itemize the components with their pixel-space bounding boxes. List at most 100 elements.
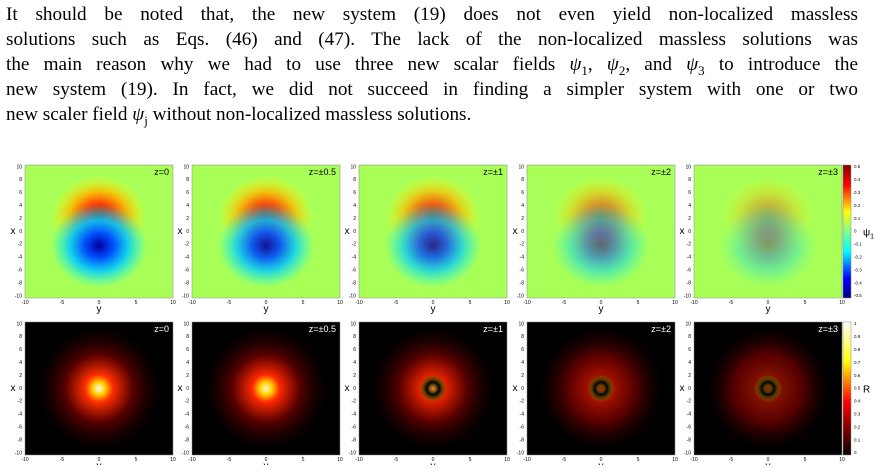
tick-label: 10 bbox=[337, 457, 343, 463]
colorbar-tick-label: 0 bbox=[854, 229, 857, 234]
heatmap-lobe bbox=[385, 203, 481, 288]
tick-label: -5 bbox=[60, 457, 65, 463]
tick-label: -10 bbox=[349, 450, 356, 456]
tick-label: 0 bbox=[688, 229, 691, 235]
tick-label: -5 bbox=[60, 300, 65, 306]
heatmap-lobe bbox=[720, 203, 816, 288]
panel-label: z=±3 bbox=[818, 324, 838, 334]
tick-label: 8 bbox=[19, 177, 22, 183]
axis-label: y bbox=[431, 461, 436, 465]
text-line: the main reason why we had to use three … bbox=[6, 52, 858, 77]
tick-label: -8 bbox=[185, 437, 190, 443]
tick-label: -8 bbox=[520, 280, 525, 286]
axis-label: x bbox=[11, 226, 16, 237]
panel-frame bbox=[24, 321, 174, 456]
tick-label: -5 bbox=[394, 300, 399, 306]
panel-label: z=±3 bbox=[818, 167, 838, 177]
colorbar-label: ψ1 bbox=[863, 228, 874, 241]
heatmap-lobe bbox=[218, 203, 314, 288]
tick-label: -10 bbox=[21, 300, 28, 306]
tick-label: 0 bbox=[186, 386, 189, 392]
paragraph: It should be noted that, the new system … bbox=[6, 2, 858, 127]
text: solutions such as Eqs. (46) and (47). Th… bbox=[6, 29, 858, 50]
panel-frame bbox=[191, 164, 341, 299]
tick-label: -10 bbox=[21, 457, 28, 463]
panel-label: z=±2 bbox=[651, 324, 671, 334]
tick-label: -2 bbox=[687, 399, 692, 405]
subscript: 3 bbox=[698, 62, 705, 78]
tick-label: -2 bbox=[520, 399, 525, 405]
tick-label: 10 bbox=[350, 164, 356, 170]
tick-label: 0 bbox=[265, 457, 268, 463]
axis-label: x bbox=[11, 383, 16, 394]
math: ψ3 bbox=[686, 54, 705, 78]
tick-label: -6 bbox=[185, 268, 190, 274]
tick-label: -4 bbox=[18, 412, 23, 418]
symbol: R bbox=[863, 385, 870, 396]
tick-label: 0 bbox=[521, 229, 524, 235]
tick-label: -2 bbox=[18, 242, 23, 248]
axis-label: y bbox=[97, 461, 102, 465]
axis-label: x bbox=[345, 383, 350, 394]
tick-label: -5 bbox=[227, 457, 232, 463]
subscript: 1 bbox=[870, 234, 874, 241]
tick-label: 0 bbox=[432, 300, 435, 306]
tick-label: 6 bbox=[688, 347, 691, 353]
colorbar-tick-label: 0 bbox=[854, 450, 857, 455]
tick-label: 6 bbox=[521, 190, 524, 196]
tick-label: -4 bbox=[352, 255, 357, 261]
tick-label: -2 bbox=[18, 399, 23, 405]
text: without non-localized massless solutions… bbox=[147, 104, 472, 125]
axis-label: y bbox=[766, 304, 771, 315]
text: It should be noted that, the new system … bbox=[6, 4, 858, 25]
tick-label: 2 bbox=[186, 216, 189, 222]
tick-label: -6 bbox=[520, 425, 525, 431]
heatmap-glow bbox=[539, 326, 663, 451]
heatmap-glow bbox=[204, 326, 328, 451]
tick-label: 0 bbox=[19, 386, 22, 392]
panel-label: z=±0.5 bbox=[309, 324, 336, 334]
tick-label: 2 bbox=[353, 216, 356, 222]
tick-label: 5 bbox=[469, 300, 472, 306]
tick-label: 4 bbox=[19, 203, 22, 209]
tick-label: 2 bbox=[688, 373, 691, 379]
tick-label: -4 bbox=[18, 255, 23, 261]
panel-frame bbox=[191, 321, 341, 456]
text-line: It should be noted that, the new system … bbox=[6, 2, 858, 27]
colorbar-tick-label: 0.4 bbox=[854, 399, 861, 404]
tick-label: -8 bbox=[687, 437, 692, 443]
colorbar-tick-label: 0.7 bbox=[854, 360, 861, 365]
axis-label: y bbox=[766, 461, 771, 465]
tick-label: 10 bbox=[518, 164, 524, 170]
symbol: ψ bbox=[686, 54, 699, 75]
colorbar-tick-label: -0.5 bbox=[854, 293, 862, 298]
colorbar-tick-label: 0.3 bbox=[854, 190, 861, 195]
text-line: new scaler field ψj without non-localize… bbox=[6, 102, 858, 127]
tick-label: 0 bbox=[600, 457, 603, 463]
axis-label: y bbox=[97, 304, 102, 315]
tick-label: -10 bbox=[15, 450, 22, 456]
colorbar-tick-label: 0.2 bbox=[854, 203, 861, 208]
tick-label: 0 bbox=[19, 229, 22, 235]
colorbar-tick-label: -0.4 bbox=[854, 280, 862, 285]
panel-frame bbox=[358, 321, 508, 456]
axis-label: y bbox=[599, 461, 604, 465]
symbol: ψ bbox=[132, 104, 145, 125]
tick-label: -6 bbox=[352, 268, 357, 274]
axis-label: y bbox=[264, 304, 269, 315]
tick-label: -8 bbox=[352, 437, 357, 443]
tick-label: 2 bbox=[19, 373, 22, 379]
tick-label: 6 bbox=[19, 347, 22, 353]
heatmap-glow bbox=[706, 326, 830, 451]
tick-label: 4 bbox=[186, 360, 189, 366]
tick-label: 2 bbox=[19, 216, 22, 222]
tick-label: 6 bbox=[353, 347, 356, 353]
tick-label: 6 bbox=[19, 190, 22, 196]
tick-label: 10 bbox=[337, 300, 343, 306]
tick-label: 10 bbox=[170, 457, 176, 463]
heatmap-lobe bbox=[51, 203, 147, 288]
subscript: j bbox=[144, 112, 148, 128]
heatmap-lobe bbox=[553, 203, 649, 288]
tick-label: -6 bbox=[352, 425, 357, 431]
